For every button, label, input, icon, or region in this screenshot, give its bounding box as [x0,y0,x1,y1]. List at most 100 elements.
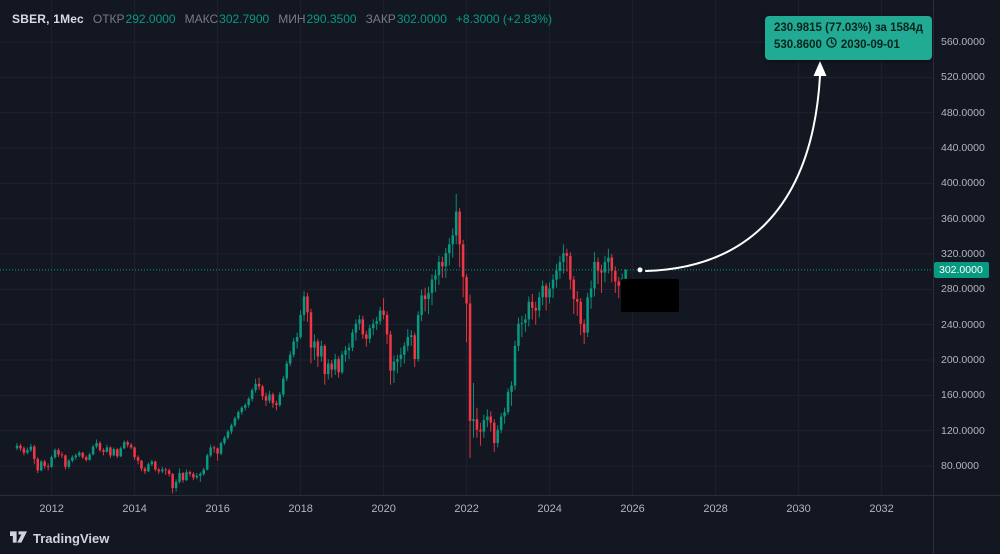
price-axis-separator [933,0,934,554]
time-axis-label: 2022 [454,503,479,515]
candle-body [378,310,382,322]
symbol-title[interactable]: SBER, 1Мес [12,12,84,26]
candle-body [340,354,344,373]
candle-body [569,255,572,280]
candle-body [74,455,78,458]
candle-body [199,473,202,476]
candle-body [299,314,302,338]
candle-body [617,281,620,286]
time-axis[interactable]: 2012 2014 2016 2018 2020 2022 2024 2026 2028 2030… [0,496,933,524]
candle-body [50,457,53,467]
candle-body [223,437,226,444]
candle-body [541,285,544,298]
candle-body [610,257,614,271]
candle-body [91,446,95,455]
candle-body [361,319,365,335]
candle-body [441,261,444,267]
candle-body [129,444,133,448]
price-axis-label: 560.0000 [941,36,985,48]
time-axis-label: 2012 [39,503,64,515]
candle-body [517,323,520,346]
candle-body [527,301,531,320]
candle-body [60,454,64,456]
candle-body [344,350,347,355]
candle-body [22,448,26,453]
candle-body [503,412,506,417]
candle-body [84,457,88,460]
chart-canvas[interactable] [0,0,933,495]
price-axis-label: 520.0000 [941,71,985,84]
price-axis-label: 80.0000 [941,460,979,472]
candle-body [171,473,174,489]
candle-body [603,261,607,273]
redaction-box[interactable] [621,279,679,312]
candle-body [188,472,192,474]
candle-body [472,419,475,421]
candle-body [233,418,237,426]
candle-body [53,450,57,458]
time-axis-label: 2016 [205,503,230,515]
candle-body [185,472,188,481]
candle-body [133,447,136,458]
candle-body [167,470,171,474]
candle-body [475,419,479,430]
candle-body [451,235,454,245]
candle-body [430,279,434,293]
candle-body [67,460,71,467]
candle-body [205,455,209,470]
projection-start-dot [636,266,644,274]
candle-body [154,461,157,470]
candle-body [212,447,216,449]
candle-body [43,461,46,466]
candle-body [589,288,593,298]
candle-body [330,363,333,370]
candle-body [247,398,250,406]
time-axis-label: 2018 [288,503,313,515]
current-price-label[interactable]: 302.0000 [934,261,989,278]
candle-body [482,420,486,432]
price-axis-label: 480.0000 [941,106,985,119]
candle-body [506,391,510,413]
price-axis[interactable]: 560.0000 520.0000 480.0000 440.0000 400.0000… [934,0,1000,495]
candle-body [399,354,403,360]
projection-label[interactable]: 230.9815 (77.03%) за 1584д 530.8600 2030… [764,16,932,60]
candle-body [102,450,105,452]
candle-body [271,394,275,404]
tradingview-logo[interactable]: TradingView [10,530,109,547]
candle-body [105,447,109,452]
candle-body [46,466,50,467]
candle-body [368,328,371,339]
candle-body [562,253,565,262]
candle-body [140,460,143,469]
candle-body [295,337,299,342]
candle-body [77,452,81,456]
candle-body [112,449,116,456]
candle-body [81,452,84,458]
symbol-legend: SBER, 1Мес ОТКР 292.0000 МАКС 302.7900 МИН… [12,12,552,26]
projection-change-text: 230.9815 (77.03%) за 1584д [773,22,923,34]
projection-arrowhead [813,61,827,76]
candle-body [358,319,361,324]
candle-body [26,450,29,453]
candle-body [326,363,330,375]
candle-body [448,244,451,254]
candle-body [548,288,551,298]
candle-body [337,359,340,373]
candle-body [219,443,223,454]
tradingview-logo-text: TradingView [33,531,110,546]
candle-body [209,447,212,456]
candle-body [454,211,458,236]
candle-body [392,361,396,371]
candle-body [240,407,244,413]
candle-body [164,469,167,471]
candle-body [275,403,278,406]
candle-body [116,449,119,457]
projection-arrow[interactable] [645,75,821,272]
candle-body [389,334,392,371]
legend-low: МИН 290.3500 [278,12,357,26]
price-axis-label: 440.0000 [941,142,985,154]
candle-body [285,363,288,379]
time-axis-label: 2032 [869,503,894,515]
candle-body [71,457,74,461]
candle-body [15,445,19,449]
